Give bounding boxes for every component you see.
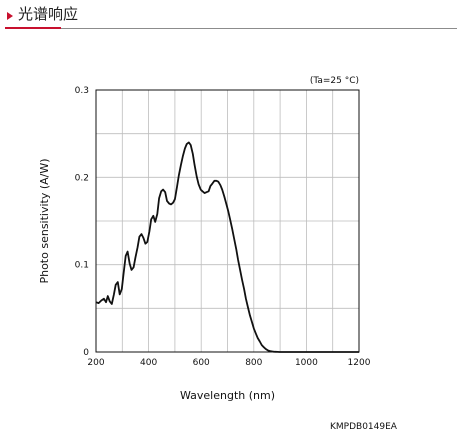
header-marker-icon: [7, 12, 13, 20]
plot-frame: [95, 89, 360, 353]
x-tick-label: 1000: [295, 358, 318, 368]
chart-grid: [96, 90, 359, 352]
x-tick-label: 200: [87, 358, 104, 368]
y-tick-label: 0.2: [75, 173, 89, 183]
x-tick-label: 400: [140, 358, 157, 368]
sensitivity-curve: [95, 141, 359, 353]
y-tick-labels: 0 0.1 0.2 0.3: [75, 86, 90, 358]
x-tick-labels: 200 400 600 800 1000 1200: [87, 358, 370, 368]
curve-layer: [95, 141, 359, 353]
header-divider: [5, 28, 457, 29]
figure-code: KMPDB0149EA: [330, 422, 397, 432]
x-tick-label: 800: [245, 358, 262, 368]
section-title: 光谱响应: [18, 5, 79, 23]
y-tick-label: 0: [83, 348, 89, 358]
x-axis-title: Wavelength (nm): [180, 389, 275, 402]
y-axis-title: Photo sensitivity (A/W): [38, 158, 51, 283]
x-tick-label: 1200: [348, 358, 371, 368]
header-divider-accent: [5, 27, 61, 29]
x-tick-label: 600: [193, 358, 210, 368]
y-tick-label: 0.3: [75, 86, 89, 96]
temperature-annotation: (Ta=25 °C): [310, 76, 359, 86]
y-tick-label: 0.1: [75, 261, 89, 271]
section-header: 光谱响应: [0, 0, 457, 32]
